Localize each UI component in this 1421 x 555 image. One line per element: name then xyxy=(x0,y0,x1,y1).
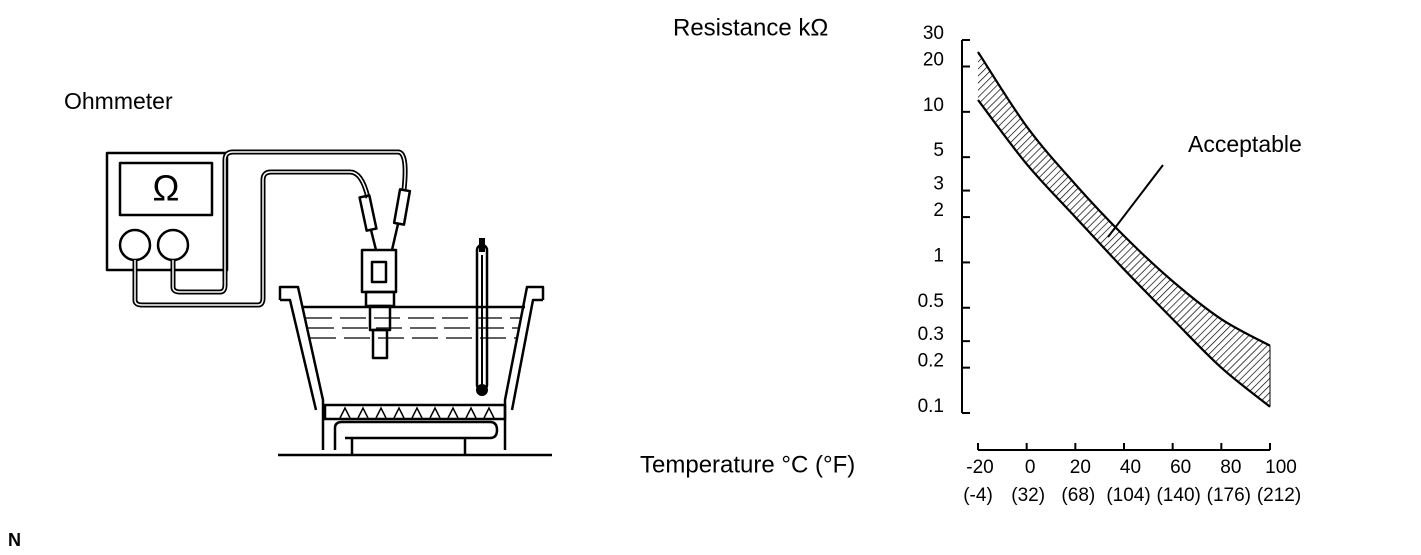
y-tick-label: 1 xyxy=(933,245,944,266)
x-tick-label: 0 xyxy=(1025,457,1036,478)
x-tick-label: 60 xyxy=(1170,457,1191,478)
x-tick-label: 100 xyxy=(1265,457,1297,478)
sensor-connector xyxy=(360,248,398,294)
x-secondary-tick-label: (212) xyxy=(1257,485,1301,506)
y-tick-label: 0.3 xyxy=(918,324,944,345)
probe xyxy=(392,188,412,226)
x-axis-title: Temperature °C (°F) xyxy=(640,451,855,478)
burner xyxy=(323,403,507,421)
terminal xyxy=(118,228,152,262)
y-tick-label: 10 xyxy=(923,95,944,116)
x-secondary-tick-label: (68) xyxy=(1061,485,1095,506)
y-tick-label: 3 xyxy=(933,174,944,195)
band-edge xyxy=(977,51,1271,347)
chart: Resistance kΩ Temperature °C (°F) Accept… xyxy=(640,14,1302,478)
ohm-symbol: Ω xyxy=(153,168,180,209)
container xyxy=(278,285,545,450)
x-secondary-tick-label: (104) xyxy=(1106,485,1150,506)
y-tick-label: 20 xyxy=(923,50,944,71)
annotation-pointer xyxy=(1107,164,1164,238)
y-tick-label: 30 xyxy=(923,23,944,44)
y-axis-title: Resistance kΩ xyxy=(673,14,828,41)
terminal xyxy=(156,228,190,262)
x-tick-label: 80 xyxy=(1220,457,1241,478)
y-tick-label: 2 xyxy=(933,200,944,221)
x-tick-label: -20 xyxy=(966,457,993,478)
annotation: Acceptable xyxy=(1188,131,1302,157)
band-fill xyxy=(978,51,1270,407)
band-edge xyxy=(977,99,1271,408)
corner-label: N xyxy=(8,530,21,550)
y-tick-label: 0.1 xyxy=(918,396,944,417)
y-tick-label: 5 xyxy=(933,140,944,161)
wire xyxy=(134,171,369,306)
ohmmeter-display xyxy=(118,161,214,217)
wire xyxy=(172,151,406,293)
x-tick-label: 20 xyxy=(1070,457,1091,478)
x-secondary-tick-label: (176) xyxy=(1207,485,1251,506)
test-setup: Ω xyxy=(105,149,552,457)
burner-pipe xyxy=(333,420,499,455)
x-secondary-tick-label: (140) xyxy=(1156,485,1200,506)
x-secondary-tick-label: (32) xyxy=(1011,485,1045,506)
y-tick-label: 0.2 xyxy=(918,351,944,372)
y-tick-label: 0.5 xyxy=(918,291,944,312)
x-tick-label: 40 xyxy=(1120,457,1141,478)
x-secondary-tick-label: (-4) xyxy=(963,485,993,506)
probe xyxy=(358,194,378,232)
ohmmeter-label: Ohmmeter xyxy=(64,88,173,114)
